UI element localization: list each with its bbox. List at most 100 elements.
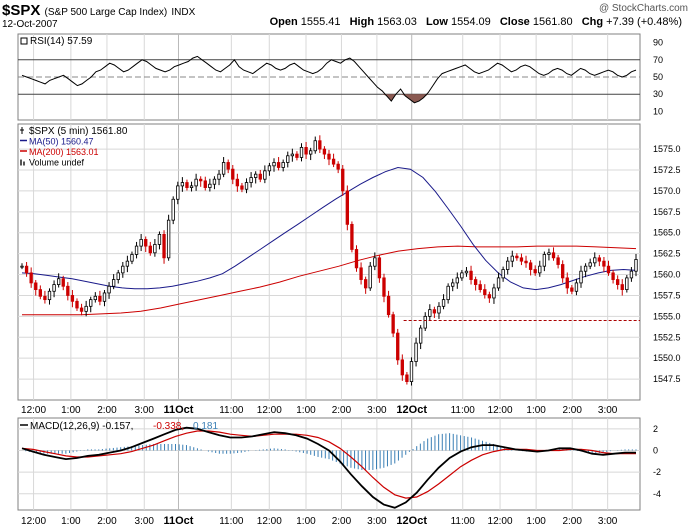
candle-down bbox=[363, 279, 368, 289]
x-tick-label: 2:00 bbox=[562, 405, 582, 416]
macd-y-tick-label: 0 bbox=[653, 445, 658, 455]
x-tick-label: 3:00 bbox=[135, 405, 155, 416]
candle-up bbox=[451, 282, 455, 287]
candle-down bbox=[199, 178, 203, 182]
x-tick-label: 2:00 bbox=[97, 516, 117, 527]
candle-down bbox=[29, 272, 33, 284]
candle-down bbox=[240, 185, 244, 190]
candle-down bbox=[79, 307, 84, 312]
candle-up bbox=[313, 140, 317, 152]
candle-up bbox=[56, 278, 61, 285]
x-tick-label: 3:00 bbox=[367, 405, 387, 416]
candle-up bbox=[244, 182, 249, 190]
candle-up bbox=[249, 177, 253, 183]
x-tick-label: 1:00 bbox=[61, 516, 81, 527]
x-tick-label: 11Oct bbox=[163, 404, 193, 416]
x-tick-label: 11:00 bbox=[219, 405, 244, 416]
x-tick-label: 2:00 bbox=[97, 405, 117, 416]
macd-panel: 2 0 -2 -4 MACD(12,26,9) -0.157, -0.338, 0.181… bbox=[17, 417, 661, 527]
candle-down bbox=[556, 257, 560, 265]
chart-date: 12-Oct-2007 bbox=[2, 19, 58, 30]
candle-down bbox=[276, 162, 281, 168]
legend-label: MA(50) 1560.47 bbox=[29, 137, 94, 147]
rsi-y-tick-label: 50 bbox=[653, 72, 663, 82]
candle-up bbox=[501, 269, 505, 279]
candle-down bbox=[75, 300, 79, 309]
candle-down bbox=[350, 223, 354, 250]
candle-up bbox=[263, 170, 267, 180]
candle-down bbox=[432, 309, 437, 314]
candle-down bbox=[43, 295, 47, 301]
candle-up bbox=[414, 342, 418, 362]
candle-down bbox=[185, 182, 189, 188]
signal-line bbox=[21, 430, 636, 499]
candle-up bbox=[121, 265, 125, 274]
candle-up bbox=[441, 299, 446, 307]
close-value: 1561.80 bbox=[532, 16, 573, 28]
candle-up bbox=[409, 361, 414, 383]
candle-down bbox=[528, 262, 533, 270]
price-y-tick-label: 1560.0 bbox=[653, 270, 681, 280]
candle-down bbox=[400, 359, 404, 376]
candle-up bbox=[547, 252, 551, 255]
candle-up bbox=[93, 295, 97, 301]
x-tick-label: 12:00 bbox=[488, 405, 513, 416]
x-tick-label: 11:00 bbox=[219, 516, 244, 527]
candle-down bbox=[478, 284, 482, 290]
price-y-tick-label: 1562.5 bbox=[653, 249, 681, 259]
candle-up bbox=[418, 327, 423, 344]
exchange: INDX bbox=[171, 7, 196, 18]
candle-up bbox=[84, 305, 88, 312]
macd-title: MACD(12,26,9) -0.157, bbox=[30, 421, 133, 432]
chg-label: Chg bbox=[581, 16, 604, 28]
candle-up bbox=[634, 259, 638, 272]
candle-up bbox=[20, 265, 24, 268]
candle-down bbox=[359, 267, 363, 280]
price-y-tick-label: 1575.0 bbox=[653, 144, 681, 154]
candle-down bbox=[148, 245, 152, 254]
legend-label: MA(200) 1563.01 bbox=[29, 147, 99, 157]
candle-down bbox=[396, 332, 400, 361]
candle-up bbox=[157, 233, 162, 245]
x-tick-label: 1:00 bbox=[296, 516, 316, 527]
x-tick-label: 12Oct bbox=[396, 404, 427, 416]
candle-up bbox=[460, 272, 464, 279]
candle-down bbox=[391, 314, 395, 334]
watermark: @ StockCharts.com bbox=[598, 3, 688, 14]
legend-swatch bbox=[23, 161, 25, 166]
candle-down bbox=[231, 168, 235, 180]
x-tick-label: 12:00 bbox=[488, 516, 513, 527]
macd-y-tick-label: 2 bbox=[653, 424, 658, 434]
open-label: Open bbox=[269, 16, 298, 28]
x-tick-label: 2:00 bbox=[332, 405, 352, 416]
rsi-y-tick-label: 70 bbox=[653, 55, 663, 65]
symbol: $SPX bbox=[2, 2, 41, 19]
candle-up bbox=[542, 254, 547, 267]
chg-value: +7.39 (+0.48%) bbox=[606, 16, 682, 28]
rsi-oversold-fill bbox=[382, 94, 396, 102]
candle-down bbox=[354, 249, 359, 269]
x-tick-label: 1:00 bbox=[296, 405, 316, 416]
candle-down bbox=[565, 277, 569, 289]
candle-down bbox=[66, 285, 70, 296]
price-y-tick-label: 1547.5 bbox=[653, 374, 681, 384]
high-value: 1563.03 bbox=[377, 16, 417, 28]
candle-down bbox=[487, 294, 492, 299]
candle-up bbox=[538, 265, 542, 274]
candle-up bbox=[492, 287, 496, 299]
ma200-line bbox=[22, 245, 637, 316]
candle-up bbox=[309, 150, 313, 155]
legend-label: $SPX (5 min) 1561.80 bbox=[29, 126, 128, 137]
candle-down bbox=[524, 260, 528, 264]
candle-up bbox=[208, 183, 212, 188]
candle-down bbox=[473, 279, 478, 285]
x-tick-label: 12:00 bbox=[257, 405, 282, 416]
candle-up bbox=[281, 162, 285, 168]
candle-down bbox=[258, 173, 262, 180]
candle-up bbox=[217, 173, 221, 180]
candle-down bbox=[98, 295, 102, 302]
rsi-oversold-fill bbox=[400, 94, 429, 103]
candle-up bbox=[134, 245, 139, 255]
legend-label: Volume undef bbox=[29, 158, 85, 168]
x-tick-label: 2:00 bbox=[562, 516, 582, 527]
